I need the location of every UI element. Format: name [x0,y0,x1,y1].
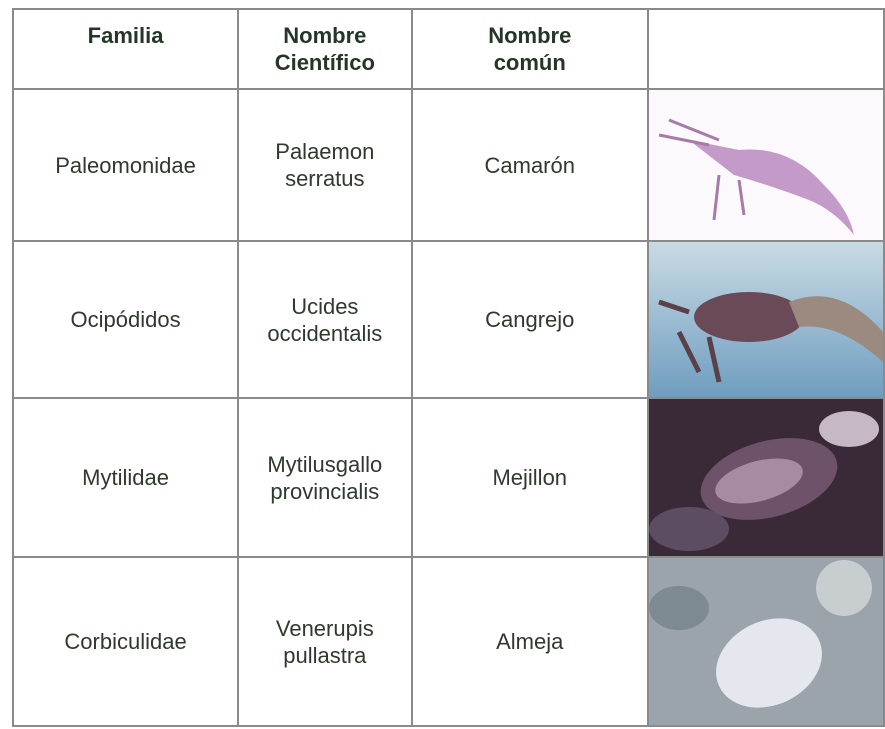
header-cell: Familia [11,8,240,90]
header-cell: Nombre común [410,8,649,90]
cell: Cangrejo [410,240,649,399]
cell-text: Ocipódidos [70,307,181,332]
table-row: Mytilidae Mytilusgallo provincialis Meji… [11,397,885,558]
cell-text: Venerupis pullastra [275,615,374,668]
cell: Venerupis pullastra [237,556,413,727]
table-row: Ocipódidos Ucides occidentalis Cangrejo [11,240,885,399]
cell-text: Palaemon serratus [275,139,375,191]
cell-text: Cangrejo [485,307,575,332]
cell-text: Ucides occidentalis [267,293,383,346]
image-cell [646,397,885,558]
shrimp-image [648,90,883,240]
cell-text: Mytilidae [82,465,169,490]
cell: Ucides occidentalis [237,240,413,399]
mussel-image [648,399,883,556]
header-text: Familia [87,23,164,48]
cell-text: Camarón [484,152,575,178]
cell: Paleomonidae [11,88,240,242]
cell-text: Paleomonidae [55,152,196,178]
table-row: Corbiculidae Venerupis pullastra Almeja [11,556,885,727]
image-cell [646,240,885,399]
cell: Camarón [410,88,649,242]
header-cell: Nombre Científico [237,8,413,90]
cell-text: Mytilusgallo provincialis [267,451,383,504]
cell: Corbiculidae [11,556,240,727]
cell: Almeja [410,556,649,727]
cell-text: Corbiculidae [64,629,187,654]
header-text: Nombre común [488,23,572,75]
cell-text: Almeja [496,629,564,654]
image-cell [646,88,885,242]
cell: Ocipódidos [11,240,240,399]
crab-image [648,242,883,397]
header-cell [646,8,885,90]
cell: Mejillon [410,397,649,558]
image-cell [646,556,885,727]
clam-image [648,558,883,725]
species-table: Familia Nombre Científico Nombre común P… [11,8,885,727]
cell: Mytilidae [11,397,240,558]
table-row: Paleomonidae Palaemon serratus Camarón [11,88,885,242]
cell-text: Mejillon [492,465,568,490]
header-row: Familia Nombre Científico Nombre común [11,8,885,90]
header-text: Nombre Científico [274,23,375,75]
cell: Mytilusgallo provincialis [237,397,413,558]
cell: Palaemon serratus [237,88,413,242]
